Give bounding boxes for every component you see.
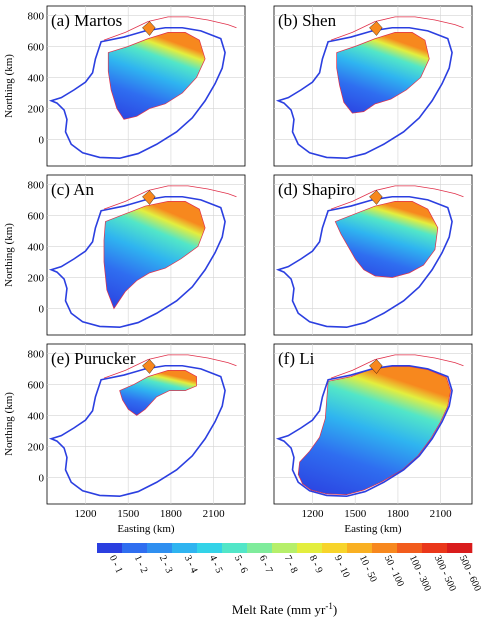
colorbar-class-label: 500 - 600 [457,554,483,593]
colorbar-class-label: 7 - 8 [282,554,300,575]
colorbar-class-label: 300 - 500 [432,554,458,593]
x-tick-label: 1800 [160,508,183,520]
colorbar-class-label: 100 - 300 [407,554,433,593]
ice-shelf-outline [275,26,453,160]
colorbar-title-exponent: -1 [325,601,333,611]
ice-shelf-outline [275,195,453,329]
grounding-line [103,354,237,379]
colorbar-class-label: 4 - 5 [207,554,225,575]
colorbar: 0 - 1 1 - 2 2 - 3 3 - 4 4 - 5 5 - 6 6 - 7 7 - 8… [97,543,483,617]
grounding-line [103,16,237,41]
colorbar-swatch [122,543,148,553]
melt-field [119,370,197,416]
grounding-line [330,185,464,210]
high-melt-spot [142,21,156,36]
y-tick-label: 600 [28,210,45,222]
y-tick-label: 800 [28,179,45,191]
x-tick-label: 1500 [344,508,367,520]
colorbar-class-label: 50 - 100 [382,554,406,589]
colorbar-title: Melt Rate (mm yr-1) [232,601,337,617]
colorbar-title-close: ) [333,602,337,617]
ice-shelf-outline [275,364,453,498]
colorbar-swatch [347,543,373,553]
colorbar-swatch [197,543,223,553]
y-tick-label: 800 [28,348,45,360]
colorbar-swatch [297,543,323,553]
y-tick-label: 200 [28,104,45,116]
colorbar-class-label: 6 - 7 [257,554,275,575]
colorbar-class-label: 0 - 1 [107,554,125,575]
grounding-line [330,16,464,41]
x-tick-label: 1800 [387,508,410,520]
y-tick-label: 0 [39,135,45,147]
colorbar-class-label: 8 - 9 [307,554,325,575]
panel-label: (f) Li [278,349,315,368]
panel-martos: (a) Martos 0 200 400 600 800 Northing (km) [3,5,246,167]
y-tick-label: 0 [39,473,45,485]
grounding-line [330,354,464,379]
melt-field [334,201,439,278]
colorbar-class-label: 5 - 6 [232,554,250,575]
panel-label: (a) Martos [51,11,122,30]
colorbar-swatch [397,543,423,553]
colorbar-class-label: 10 - 50 [357,554,379,584]
y-tick-label: 600 [28,41,45,53]
colorbar-swatch [222,543,248,553]
colorbar-class-label: 2 - 3 [157,554,175,575]
colorbar-swatch [97,543,123,553]
y-axis-label: Northing (km) [3,223,15,287]
high-melt-spot [369,21,383,36]
panel-shen: (b) Shen [273,5,473,167]
colorbar-swatch [447,543,473,553]
colorbar-swatch [247,543,273,553]
colorbar-swatch [172,543,198,553]
panel-label: (c) An [51,180,94,199]
panel-shapiro: (d) Shapiro [273,174,473,336]
high-melt-spot [142,190,156,205]
panel-li: (f) Li 1200 1500 1800 2100 Easting (km) [273,343,473,535]
colorbar-swatch [372,543,398,553]
colorbar-class-label: 9 - 10 [332,554,352,580]
x-tick-label: 1500 [117,508,140,520]
colorbar-swatch [422,543,448,553]
colorbar-class-label: 1 - 2 [132,554,150,575]
y-axis-label: Northing (km) [3,54,15,118]
ice-shelf-outline [48,364,226,498]
x-tick-label: 1200 [301,508,324,520]
x-axis-label: Easting (km) [117,523,174,535]
y-tick-label: 200 [28,442,45,454]
x-tick-label: 2100 [430,508,453,520]
panel-label: (d) Shapiro [278,180,355,199]
melt-field [336,32,430,114]
high-melt-spot [369,359,383,374]
panel-label: (e) Purucker [51,349,136,368]
y-tick-label: 400 [28,72,45,84]
panel-purucker: (e) Purucker 0 200 400 600 800 Northing (km) 12… [3,343,246,535]
y-tick-label: 400 [28,410,45,422]
grounding-line [103,185,237,210]
panel-label: (b) Shen [278,11,337,30]
ice-shelf-outline [48,195,226,329]
y-tick-label: 600 [28,379,45,391]
high-melt-spot [369,190,383,205]
melt-field [107,32,206,120]
y-axis-label: Northing (km) [3,392,15,456]
x-tick-label: 1200 [74,508,97,520]
colorbar-class-label: 3 - 4 [182,554,200,575]
y-tick-label: 800 [28,10,45,22]
ice-shelf-outline [48,26,226,160]
panel-an: (c) An 0 200 400 600 800 Northing (km) [3,174,246,336]
colorbar-swatch [322,543,348,553]
y-tick-label: 200 [28,273,45,285]
x-tick-label: 2100 [203,508,226,520]
colorbar-swatch [272,543,298,553]
y-tick-label: 0 [39,304,45,316]
melt-field [103,201,206,310]
y-tick-label: 400 [28,241,45,253]
x-axis-label: Easting (km) [344,523,401,535]
high-melt-spot [142,359,156,374]
colorbar-swatch [147,543,173,553]
